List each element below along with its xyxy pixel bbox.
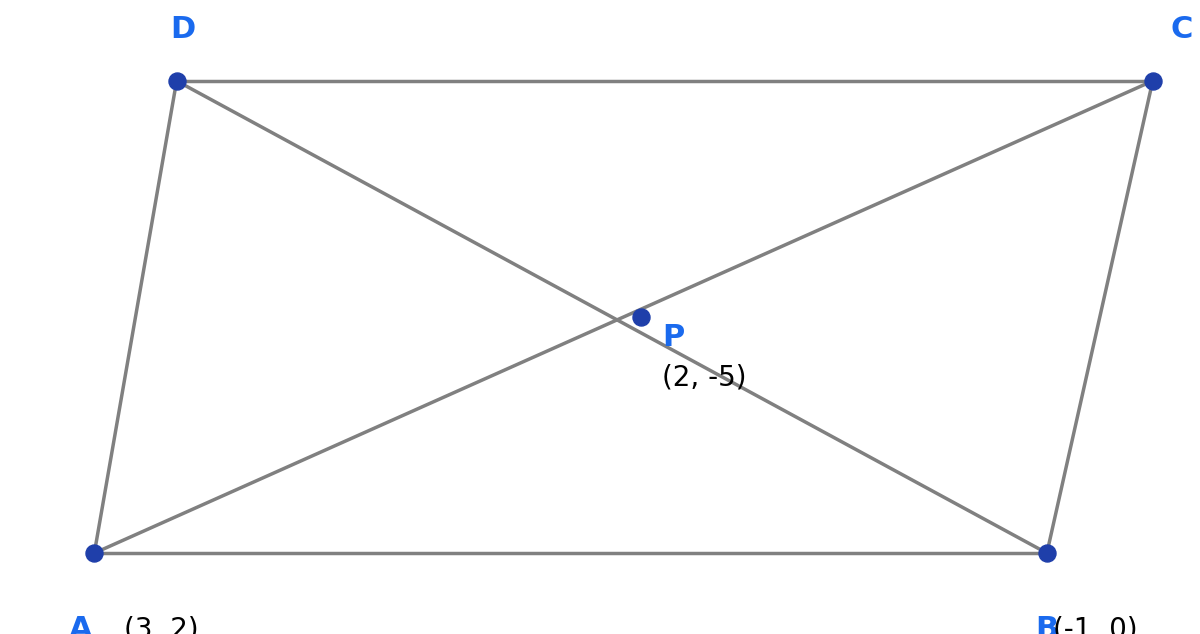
- Text: (-1, 0): (-1, 0): [1052, 615, 1138, 634]
- Text: D: D: [170, 15, 196, 44]
- Point: [167, 76, 186, 86]
- Text: (2, -5): (2, -5): [662, 364, 746, 392]
- Text: B: B: [1036, 615, 1058, 634]
- Text: (3, 2): (3, 2): [124, 615, 198, 634]
- Point: [85, 548, 104, 558]
- Text: A: A: [68, 615, 92, 634]
- Point: [1037, 548, 1056, 558]
- Text: C: C: [1170, 15, 1193, 44]
- Point: [1144, 76, 1163, 86]
- Point: [631, 312, 650, 322]
- Text: P: P: [662, 323, 684, 353]
